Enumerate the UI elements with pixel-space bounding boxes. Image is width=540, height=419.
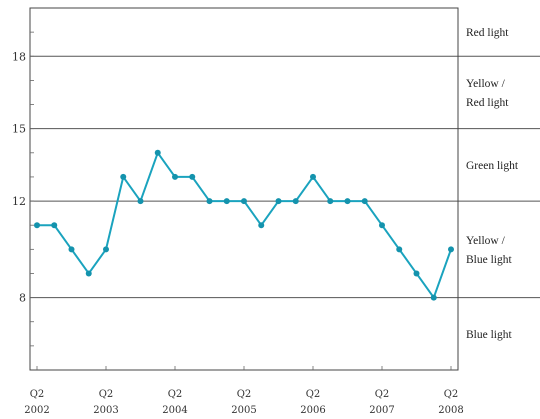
x-tick-label: Q2 2004	[162, 389, 187, 416]
data-point	[396, 246, 403, 253]
x-tick-quarter: Q2	[237, 389, 252, 400]
data-point	[51, 222, 58, 229]
x-tick-label: Q2 2006	[300, 389, 325, 416]
threshold-lines	[30, 55, 540, 299]
data-point	[172, 173, 178, 180]
x-tick-label: Q2 2007	[369, 389, 394, 416]
x-tick-year: 2007	[369, 405, 394, 416]
data-point	[137, 198, 144, 205]
data-point	[413, 270, 420, 277]
data-point	[120, 173, 127, 180]
band-label-line: Blue light	[466, 254, 512, 266]
y-tick-label: 12	[12, 195, 26, 208]
data-point	[327, 198, 334, 205]
band-label-line: Yellow /	[466, 235, 506, 247]
x-tick-year: 2005	[231, 405, 256, 416]
data-point	[258, 222, 265, 229]
x-tick-labels: Q2 2002 Q2 2003 Q2 2004 Q2 2005 Q2 2006 Q2 2007 Q2 20…	[24, 366, 464, 416]
x-tick-quarter: Q2	[444, 389, 459, 400]
plot-frame	[29, 7, 459, 371]
x-tick-year: 2008	[438, 405, 463, 416]
data-point	[275, 198, 282, 205]
band-label-line: Red light	[466, 97, 509, 109]
x-tick-quarter: Q2	[30, 389, 45, 400]
series-0	[34, 149, 454, 301]
data-point	[379, 222, 385, 229]
data-point	[154, 149, 161, 156]
band-label-line: Blue light	[466, 329, 512, 341]
series-line	[37, 151, 452, 299]
data-point	[448, 246, 454, 253]
y-tick-label: 8	[19, 292, 26, 305]
band-label: Yellow / Red light	[466, 78, 509, 109]
x-tick-quarter: Q2	[99, 389, 114, 400]
band-label: Red light	[466, 27, 509, 39]
data-point	[103, 246, 109, 253]
data-point	[206, 198, 213, 205]
data-point	[223, 198, 230, 205]
data-point	[361, 198, 368, 205]
data-point	[310, 173, 316, 180]
band-labels: Red light Yellow / Red light Green light Yel…	[466, 27, 519, 341]
x-tick-quarter: Q2	[306, 389, 321, 400]
y-tick-label: 15	[12, 123, 26, 136]
x-tick-label: Q2 2003	[93, 389, 118, 416]
x-tick-label: Q2 2008	[438, 389, 463, 416]
y-tick-labels: 8 12 15 18	[12, 50, 26, 304]
x-tick-quarter: Q2	[168, 389, 183, 400]
x-tick-quarter: Q2	[375, 389, 390, 400]
data-point	[292, 198, 299, 205]
y-minor-ticks	[30, 31, 34, 347]
band-label-line: Red light	[466, 27, 509, 39]
x-tick-year: 2006	[300, 405, 325, 416]
y-tick-label: 18	[12, 50, 26, 63]
data-point	[241, 198, 247, 205]
x-tick-label: Q2 2005	[231, 389, 256, 416]
band-label: Yellow / Blue light	[466, 235, 512, 266]
data-point	[430, 294, 437, 301]
data-point	[68, 246, 75, 253]
data-point	[344, 198, 351, 205]
band-label-line: Yellow /	[466, 78, 506, 90]
band-label: Blue light	[466, 329, 512, 341]
data-point	[34, 222, 40, 229]
x-tick-year: 2002	[24, 405, 49, 416]
band-label: Green light	[466, 160, 519, 172]
band-label-line: Green light	[466, 160, 519, 172]
x-tick-year: 2003	[93, 405, 118, 416]
data-point	[189, 173, 196, 180]
x-tick-label: Q2 2002	[24, 389, 49, 416]
x-tick-year: 2004	[162, 405, 187, 416]
data-point	[85, 270, 92, 277]
